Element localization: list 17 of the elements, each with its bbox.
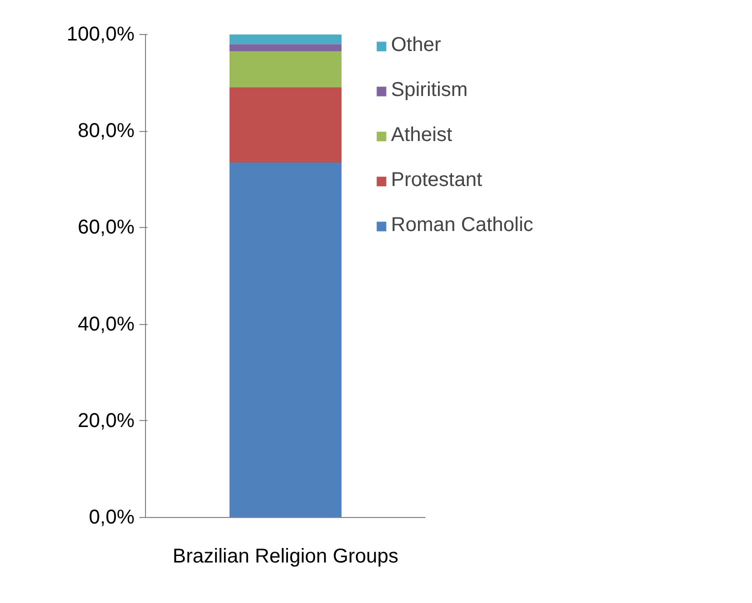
legend-label: Spiritism (391, 79, 468, 102)
bar (230, 51, 342, 88)
bar (230, 34, 342, 44)
y-tick-label: 60,0% (78, 216, 135, 239)
legend-label: Atheist (391, 124, 452, 147)
y-tick-label: 0,0% (88, 506, 135, 528)
y-tick-label: 100,0% (66, 24, 135, 46)
x-tick-label: Brazilian Religion Groups (172, 546, 398, 568)
legend-label: Other (391, 34, 442, 57)
y-tick-label: 80,0% (78, 120, 135, 142)
bar (230, 44, 342, 52)
y-tick-label: 40,0% (78, 313, 135, 336)
bar (230, 162, 342, 518)
legend-label: Roman Catholic (391, 214, 534, 237)
y-tick-label: 20,0% (78, 410, 135, 432)
legend-label: Protestant (391, 169, 482, 192)
bar (230, 87, 342, 162)
